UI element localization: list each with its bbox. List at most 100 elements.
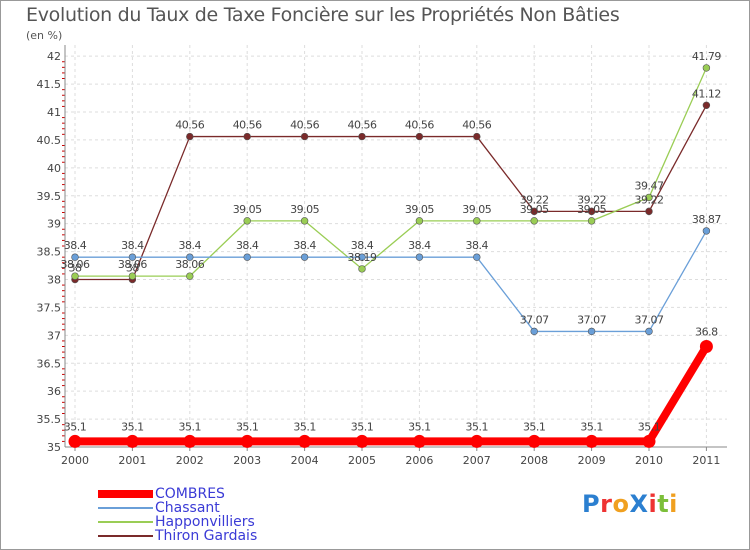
data-label: 35.1	[408, 420, 431, 433]
x-tick-label: 2004	[291, 454, 319, 467]
legend-item: COMBRES	[98, 487, 225, 501]
y-tick-label: 40.5	[37, 134, 62, 147]
data-label: 41.79	[692, 50, 721, 63]
plot-area	[65, 45, 727, 447]
y-tick-label: 41.5	[37, 78, 62, 91]
data-label: 38	[69, 262, 82, 275]
data-label: 40.56	[233, 119, 262, 132]
y-tick-label: 42	[47, 50, 61, 63]
data-label: 38.4	[466, 239, 489, 252]
data-point	[587, 207, 596, 216]
series-line-happonvilliers	[75, 67, 707, 277]
y-tick-label: 41	[47, 106, 61, 119]
data-point	[587, 217, 596, 225]
y-tick-label: 37.5	[37, 301, 62, 314]
data-label: 38	[126, 262, 139, 275]
data-label: 39.47	[635, 179, 664, 192]
data-point	[186, 272, 194, 280]
data-label: 37.07	[577, 313, 606, 326]
data-point	[645, 193, 653, 202]
data-label: 38.4	[179, 239, 202, 252]
legend-swatch	[98, 521, 153, 523]
y-tick-label: 35	[47, 441, 61, 454]
data-point	[243, 132, 251, 141]
legend-item: Chassant	[98, 501, 220, 515]
data-point	[473, 132, 481, 141]
data-label: 38.19	[348, 251, 377, 264]
data-point	[243, 217, 251, 225]
data-point	[186, 132, 194, 141]
data-point	[585, 434, 599, 448]
y-tick-label: 35.5	[37, 413, 62, 426]
data-point	[415, 253, 424, 261]
data-label: 38.4	[236, 239, 259, 252]
data-label: 39.22	[635, 193, 664, 206]
series-line-thiron-gardais	[75, 104, 707, 281]
data-point	[473, 217, 481, 225]
legend-label: COMBRES	[155, 486, 225, 502]
data-point	[702, 101, 711, 110]
data-label: 35.1	[638, 420, 661, 433]
data-point	[473, 253, 481, 261]
legend-label: Happonvilliers	[155, 514, 255, 530]
data-label: 35.1	[64, 420, 87, 433]
y-tick-label: 38	[47, 274, 61, 287]
data-point	[358, 265, 366, 273]
data-point	[68, 434, 82, 448]
data-label: 38.4	[121, 239, 144, 252]
x-tick-label: 2001	[118, 454, 146, 467]
data-point	[530, 207, 538, 216]
data-label: 37.07	[635, 313, 664, 326]
data-label: 39.05	[577, 203, 606, 216]
data-point	[527, 434, 541, 448]
legend-item: Thiron Gardais	[98, 529, 257, 543]
data-label: 39.05	[462, 203, 491, 216]
data-point	[358, 253, 366, 261]
y-tick-label: 36.5	[37, 357, 62, 370]
legend-swatch	[98, 507, 153, 509]
data-point	[300, 132, 309, 141]
y-tick-label: 39	[47, 218, 61, 231]
chart-subtitle: (en %)	[26, 29, 63, 42]
data-label: 40.56	[462, 119, 491, 132]
data-point	[645, 207, 653, 216]
data-point	[355, 434, 369, 448]
data-point	[587, 327, 596, 336]
data-label: 39.05	[520, 203, 549, 216]
data-label: 35.1	[121, 420, 144, 433]
data-label: 39.05	[290, 203, 319, 216]
data-label: 39.22	[577, 193, 606, 206]
data-label: 38.06	[61, 258, 90, 271]
data-label: 35.1	[179, 420, 202, 433]
x-tick-label: 2003	[233, 454, 261, 467]
data-point	[125, 434, 139, 448]
y-tick-label: 37	[47, 329, 61, 342]
data-label: 38.4	[293, 239, 316, 252]
data-label: 38.4	[351, 239, 374, 252]
data-point	[300, 253, 309, 261]
data-point	[243, 253, 251, 261]
data-label: 35.1	[236, 420, 259, 433]
data-label: 38.06	[118, 258, 147, 271]
x-tick-label: 2011	[692, 454, 720, 467]
x-tick-label: 2005	[348, 454, 376, 467]
data-point	[470, 434, 484, 448]
data-label: 39.05	[405, 203, 434, 216]
legend-label: Chassant	[155, 500, 220, 516]
data-label: 39.22	[520, 193, 549, 206]
data-point	[702, 227, 711, 235]
y-tick-label: 36	[47, 385, 61, 398]
data-label: 39.05	[233, 203, 262, 216]
data-label: 35.1	[293, 420, 316, 433]
data-point	[71, 253, 79, 261]
chart-title: Evolution du Taux de Taxe Foncière sur l…	[26, 4, 620, 26]
x-tick-label: 2007	[463, 454, 491, 467]
data-point	[530, 327, 538, 336]
data-label: 38.4	[64, 239, 87, 252]
data-label: 40.56	[348, 119, 377, 132]
data-point	[415, 217, 424, 225]
x-tick-label: 2006	[405, 454, 433, 467]
data-point	[645, 327, 653, 336]
data-point	[71, 272, 79, 280]
